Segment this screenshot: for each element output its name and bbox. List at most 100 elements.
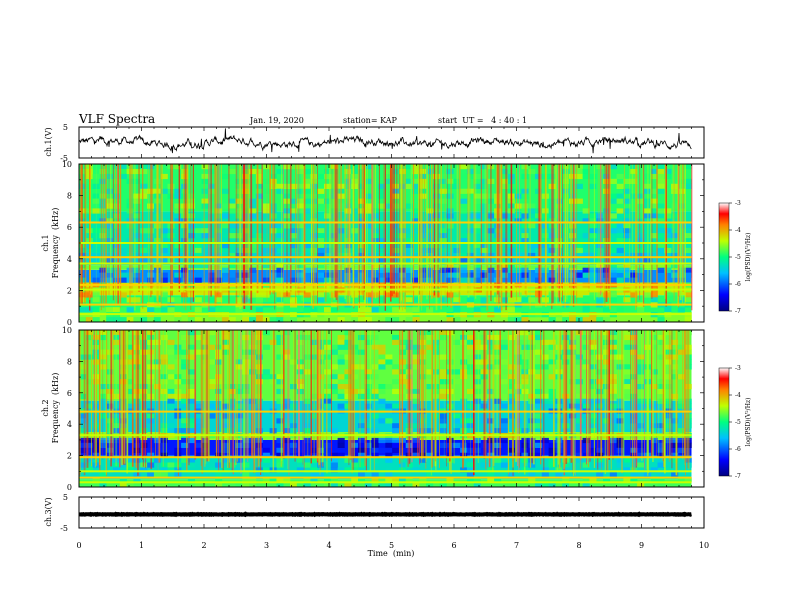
- spectrogram-cell: [466, 228, 474, 234]
- spectrogram-cell: [575, 238, 583, 244]
- spectrogram-cell: [460, 238, 468, 244]
- spectrogram-cell: [310, 472, 318, 478]
- spectrogram-streak: [558, 164, 560, 302]
- spectrogram-cell: [371, 472, 379, 478]
- spectrogram-cell: [596, 218, 604, 224]
- spectrogram-streak: [190, 164, 192, 310]
- spectrogram-cell: [392, 334, 400, 341]
- spectrogram-streak: [413, 164, 415, 305]
- spectrogram-cell: [378, 364, 386, 370]
- spectrogram-cell: [385, 442, 393, 448]
- spectrogram-streak: [407, 330, 410, 467]
- spectrogram-cell: [174, 349, 182, 355]
- spectrogram-cell: [249, 317, 257, 322]
- spectrogram-streak: [80, 164, 82, 303]
- spectrogram-cell: [364, 428, 372, 434]
- spectrogram-cell: [412, 188, 420, 194]
- spectrogram-cell: [317, 339, 325, 345]
- spectrogram-cell: [582, 457, 590, 463]
- spectrogram-cell: [623, 344, 631, 350]
- spectrogram-cell: [364, 223, 372, 229]
- spectrogram-cell: [106, 223, 114, 229]
- spectrogram-cell: [671, 188, 679, 194]
- spectrogram-cell: [99, 442, 107, 448]
- spectrogram-cell: [657, 384, 665, 390]
- spectrogram-cell: [514, 317, 522, 322]
- spectrogram-cell: [385, 384, 393, 390]
- y-tick-label: 0: [67, 318, 72, 327]
- spectrogram-streak: [215, 330, 218, 457]
- spectrogram-cell: [296, 334, 304, 341]
- spectrogram-cell: [466, 388, 474, 395]
- spectrogram-streak: [574, 164, 576, 295]
- spectrogram-cell: [276, 233, 284, 239]
- spectrogram-cell: [582, 462, 590, 468]
- spectrogram-cell: [562, 467, 570, 473]
- spectrogram-empty-region: [691, 164, 704, 322]
- spectrogram-cell: [221, 344, 229, 350]
- spectrogram-cell: [609, 213, 617, 219]
- spectrogram-cell: [473, 388, 481, 395]
- spectrogram-streak: [286, 164, 288, 297]
- spectrogram-cell: [439, 243, 447, 249]
- spectrogram-cell: [317, 198, 325, 204]
- spectrogram-streak: [672, 164, 674, 294]
- spectrogram-cell: [296, 203, 304, 209]
- spectrogram-cell: [500, 462, 508, 468]
- spectrogram-cell: [249, 477, 257, 483]
- spectrogram-cell: [126, 388, 134, 395]
- spectrogram-cell: [358, 403, 366, 409]
- spectrogram-cell: [351, 467, 359, 473]
- narrowband-line: [79, 283, 692, 286]
- spectrogram-cell: [276, 334, 284, 341]
- spectrogram-cell: [140, 339, 148, 345]
- spectrogram-streak: [349, 330, 352, 460]
- ytick-label: 5: [63, 493, 68, 502]
- spectrogram-cell: [405, 247, 413, 254]
- spectrogram-streak: [141, 330, 143, 460]
- spectrogram-cell: [637, 173, 645, 180]
- spectrogram-cell: [473, 447, 481, 453]
- spectrogram-cell: [317, 228, 325, 234]
- spectrogram-cell: [460, 252, 468, 259]
- spectrogram-cell: [589, 447, 597, 453]
- spectrogram-cell: [310, 442, 318, 448]
- spectrogram-cell: [126, 374, 134, 380]
- spectrogram-streak: [665, 164, 667, 307]
- spectrogram-streak: [364, 164, 367, 304]
- spectrogram-cell: [439, 403, 447, 409]
- spectrogram-streak: [593, 330, 595, 468]
- spectrogram-cell: [133, 233, 141, 239]
- narrowband-line: [79, 303, 692, 306]
- spectrogram-cell: [439, 482, 447, 487]
- spectrogram-cell: [113, 428, 121, 434]
- spectrogram-cell: [364, 423, 372, 429]
- spectrogram-cell: [637, 233, 645, 239]
- spectrogram-cell: [589, 292, 597, 298]
- spectrogram-cell: [79, 354, 87, 360]
- spectrogram-cell: [453, 413, 461, 419]
- spectrogram-cell: [494, 428, 502, 434]
- spectrogram-cell: [603, 398, 611, 404]
- spectrogram-streak: [624, 164, 625, 303]
- spectrogram-streak: [131, 330, 134, 467]
- spectrogram-cell: [235, 198, 243, 204]
- spectrogram-cell: [630, 393, 638, 399]
- spectrogram-cell: [303, 437, 311, 444]
- spectrogram-cell: [521, 317, 529, 322]
- spectrogram-cell: [194, 307, 202, 313]
- spectrogram-cell: [140, 428, 148, 434]
- spectrogram-cell: [412, 349, 420, 355]
- spectrogram-cell: [255, 178, 263, 184]
- spectrogram-streak: [281, 330, 283, 462]
- spectrogram-cell: [317, 403, 325, 409]
- spectrogram-cell: [555, 467, 563, 473]
- spectrogram-cell: [235, 213, 243, 219]
- spectrogram-cell: [255, 183, 263, 189]
- spectrogram-cell: [412, 442, 420, 448]
- spectrogram-cell: [181, 297, 189, 303]
- spectrogram-cell: [242, 477, 250, 483]
- spectrogram-cell: [303, 354, 311, 360]
- spectrogram-cell: [174, 272, 182, 278]
- spectrogram-cell: [684, 292, 692, 298]
